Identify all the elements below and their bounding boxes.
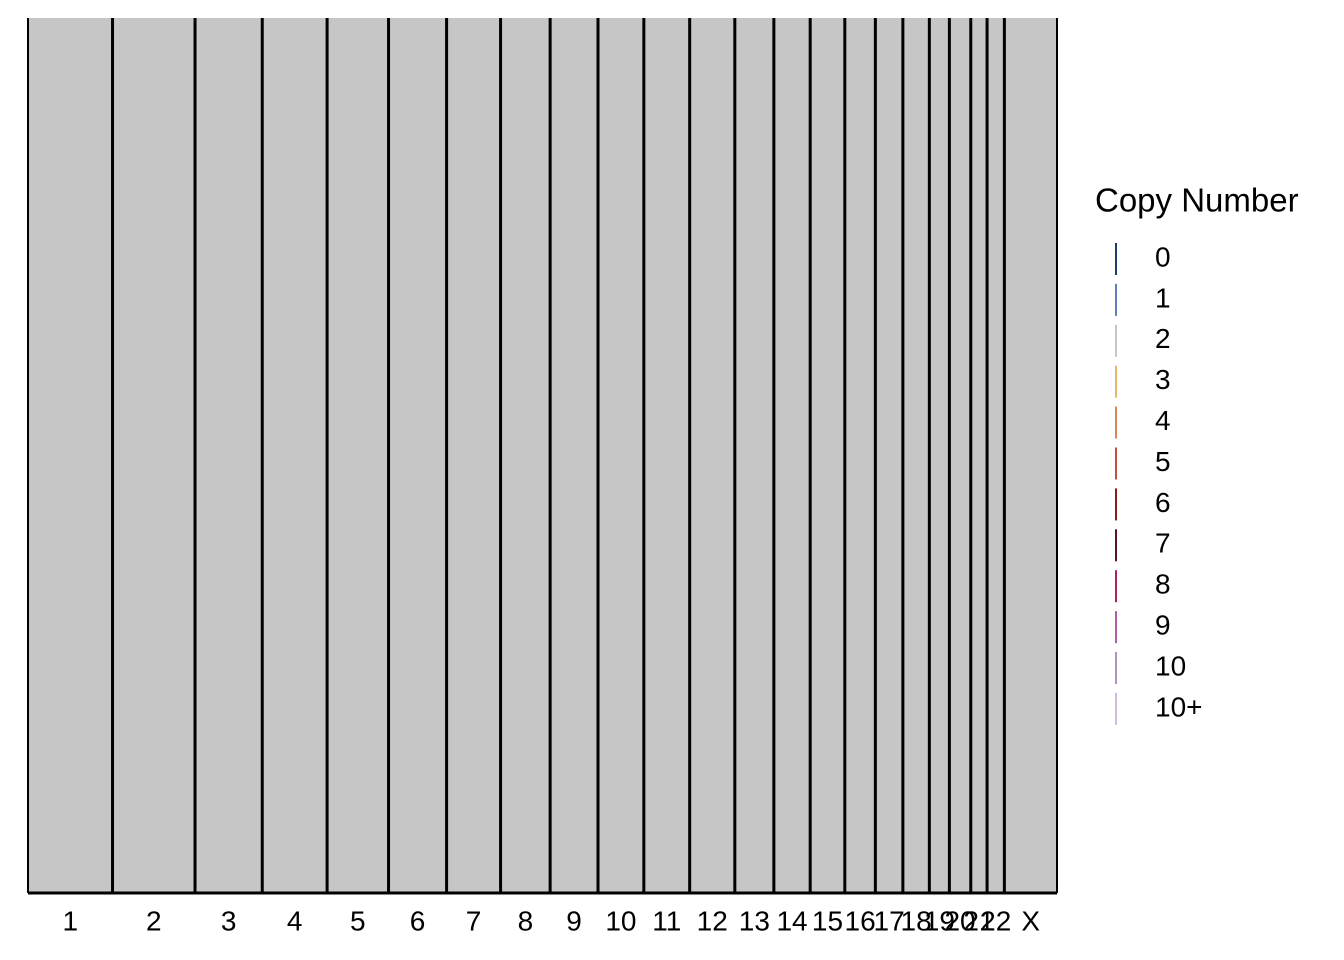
chromosome-block — [987, 18, 1005, 893]
x-tick-label: 14 — [776, 905, 807, 936]
x-tick-label: 3 — [221, 905, 237, 936]
chromosome-block — [500, 18, 551, 893]
legend-label: 1 — [1155, 282, 1171, 313]
x-tick-label: 12 — [697, 905, 728, 936]
legend-label: 8 — [1155, 569, 1171, 600]
legend-label: 10+ — [1155, 691, 1203, 722]
chromosome-block — [970, 18, 988, 893]
chromosome-block — [327, 18, 389, 893]
chromosome-block — [112, 18, 196, 893]
legend-label: 6 — [1155, 487, 1171, 518]
chromosome-block — [810, 18, 845, 893]
chromosome-block — [844, 18, 876, 893]
x-tick-label: 6 — [410, 905, 426, 936]
legend-title: Copy Number — [1095, 182, 1299, 219]
x-tick-label: 4 — [287, 905, 303, 936]
chromosome-block — [902, 18, 930, 893]
x-tick-label: 16 — [845, 905, 876, 936]
x-tick-label: 2 — [146, 905, 162, 936]
x-tick-label: 5 — [350, 905, 366, 936]
legend-label: 5 — [1155, 446, 1171, 477]
chromosome-block — [598, 18, 644, 893]
chromosome-block — [550, 18, 599, 893]
x-tick-label: 21 — [963, 905, 994, 936]
x-tick-label: 15 — [812, 905, 843, 936]
legend-label: 3 — [1155, 364, 1171, 395]
chromosome-block — [689, 18, 735, 893]
x-tick-label: 9 — [566, 905, 582, 936]
chromosome-block — [262, 18, 328, 893]
chromosome-block — [28, 18, 113, 893]
chromosome-block — [1004, 18, 1057, 893]
legend-label: 7 — [1155, 528, 1171, 559]
x-tick-label: 11 — [652, 905, 681, 936]
chromosome-block — [446, 18, 501, 893]
legend-label: 2 — [1155, 323, 1171, 354]
x-tick-label: 22 — [980, 905, 1011, 936]
x-tick-label: X — [1021, 905, 1040, 936]
x-tick-label: 10 — [605, 905, 636, 936]
x-tick-label: 19 — [924, 905, 955, 936]
chromosome-block — [734, 18, 774, 893]
chromosome-block — [195, 18, 263, 893]
x-tick-label: 17 — [874, 905, 905, 936]
chromosome-block — [929, 18, 950, 893]
x-tick-label: 1 — [62, 905, 78, 936]
chromosome-block — [643, 18, 690, 893]
legend-label: 0 — [1155, 241, 1171, 272]
x-tick-label: 20 — [944, 905, 975, 936]
legend-label: 9 — [1155, 609, 1171, 640]
x-tick-label: 18 — [901, 905, 932, 936]
chromosome-block — [875, 18, 903, 893]
chromosome-block — [773, 18, 811, 893]
legend-label: 4 — [1155, 405, 1171, 436]
chromosome-block — [388, 18, 447, 893]
legend-label: 10 — [1155, 650, 1186, 681]
x-tick-label: 8 — [518, 905, 534, 936]
x-tick-label: 13 — [739, 905, 770, 936]
x-tick-label: 7 — [466, 905, 482, 936]
chromosome-block — [949, 18, 971, 893]
